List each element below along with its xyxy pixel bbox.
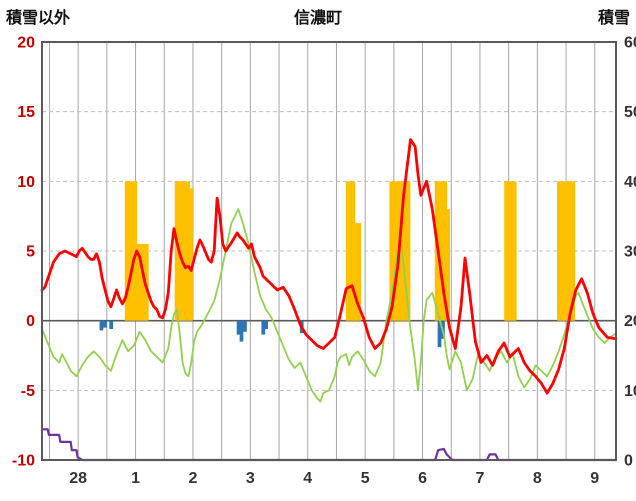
x-axis-tick: 5 <box>361 470 370 487</box>
orange-bars-bar <box>512 181 517 321</box>
right-axis-tick: 10 <box>624 383 636 400</box>
right-axis-tick: 40 <box>624 174 636 191</box>
orange-bars-bar <box>565 181 570 321</box>
left-axis-tick: 15 <box>17 104 35 121</box>
blue-bars-bar <box>239 320 244 342</box>
orange-bars-bar <box>127 181 132 321</box>
left-axis-tick: 20 <box>17 35 35 52</box>
orange-bars-bar <box>389 181 394 321</box>
left-axis-tick-labels: 20 15 10 5 0 -5 -10 <box>12 35 35 470</box>
right-axis-tick: 30 <box>624 244 636 261</box>
orange-bars-bar <box>559 181 564 321</box>
right-axis-tick: 20 <box>624 313 636 330</box>
orange-bars-bar <box>180 181 185 321</box>
series-blue-bars <box>99 320 445 348</box>
orange-bars-bar <box>557 181 561 321</box>
blue-bars-bar <box>261 320 266 335</box>
blue-bars-bar <box>109 320 114 330</box>
chart-title: 信濃町 <box>293 10 342 27</box>
right-axis-tick-labels: 60 50 40 30 20 10 0 <box>624 35 636 470</box>
x-axis-tick: 2 <box>189 470 198 487</box>
x-axis-tick: 7 <box>476 470 485 487</box>
orange-bars-bar <box>440 181 445 321</box>
left-axis-tick: 10 <box>17 174 35 191</box>
orange-bars-bar <box>130 181 135 321</box>
left-axis-title: 積雪以外 <box>6 10 71 27</box>
orange-bars-bar <box>507 181 511 321</box>
blue-bars-bar <box>102 320 107 328</box>
orange-bars-bar <box>446 209 450 321</box>
left-axis-tick: 0 <box>26 313 35 330</box>
x-axis-tick: 4 <box>303 470 312 487</box>
x-axis-tick: 3 <box>246 470 255 487</box>
orange-bars-bar <box>403 181 408 321</box>
right-axis-tick: 0 <box>624 453 633 470</box>
orange-bars-bar <box>144 244 149 321</box>
left-axis-tick: 5 <box>26 244 35 261</box>
orange-bars-bar <box>434 181 439 321</box>
left-axis-tick: -5 <box>21 383 35 400</box>
orange-bars-bar <box>562 181 567 321</box>
orange-bars-bar <box>443 181 448 321</box>
orange-bars-bar <box>189 188 193 321</box>
x-axis-tick: 8 <box>533 470 542 487</box>
orange-bars-bar <box>348 181 353 321</box>
series-red-line <box>40 138 618 395</box>
orange-bars-bar <box>136 244 141 321</box>
orange-bars-bar <box>571 181 576 321</box>
orange-bars-bar <box>568 181 573 321</box>
x-axis-tick: 1 <box>131 470 140 487</box>
orange-bars-bar <box>186 181 190 321</box>
orange-bars-bar <box>400 181 405 321</box>
right-axis-tick: 60 <box>624 35 636 52</box>
x-axis-tick-labels: 28 1 2 3 4 5 6 7 8 9 <box>69 470 599 487</box>
blue-bars-bar <box>264 320 269 330</box>
blue-bars-bar <box>99 320 104 331</box>
orange-bars-bar <box>406 181 411 321</box>
series-orange-bars <box>124 181 576 321</box>
x-axis-tick: 6 <box>418 470 427 487</box>
series-purple-line <box>40 428 618 462</box>
plot-border <box>41 41 617 461</box>
x-axis-tick: 28 <box>69 470 87 487</box>
orange-bars-bar <box>124 181 129 321</box>
blue-bars-bar <box>243 320 247 332</box>
orange-bars-bar <box>509 181 514 321</box>
blue-bars-bar <box>437 320 442 348</box>
orange-bars-bar <box>357 223 362 321</box>
orange-bars-bar <box>183 181 188 321</box>
orange-bars-bar <box>392 181 397 321</box>
right-axis-title: 積雪 <box>597 10 630 27</box>
orange-bars-bar <box>351 181 356 321</box>
x-axis-tick: 9 <box>590 470 599 487</box>
orange-bars-bar <box>354 223 359 321</box>
blue-bars-bar <box>236 320 241 335</box>
right-axis-tick: 50 <box>624 104 636 121</box>
left-axis-tick: -10 <box>12 453 35 470</box>
orange-bars-bar <box>504 181 508 321</box>
orange-bars-bar <box>345 181 350 321</box>
orange-bars-bar <box>174 181 179 321</box>
orange-bars-bar <box>139 244 143 321</box>
